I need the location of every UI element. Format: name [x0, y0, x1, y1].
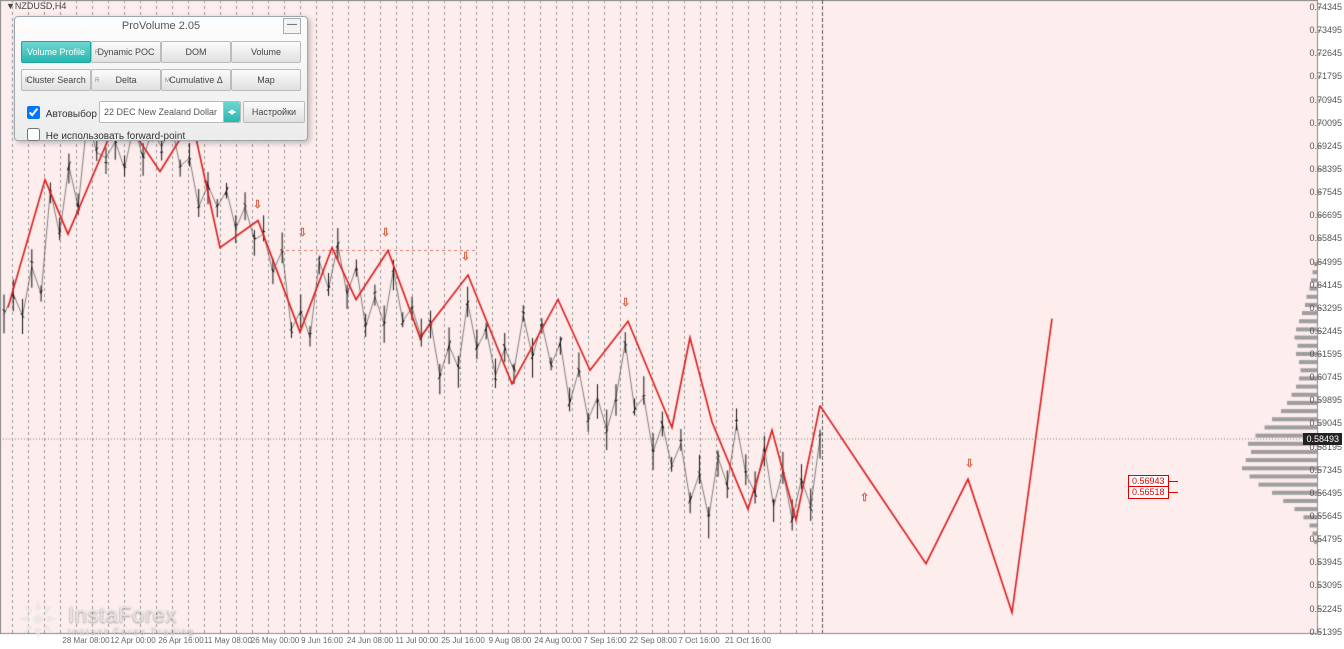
tool-button-volume[interactable]: Volume [231, 41, 301, 63]
ytick-label: 0.74345 [1309, 2, 1342, 12]
watermark-subtitle: Instant Forex Trading [68, 626, 195, 636]
tool-button-volume-profile[interactable]: Volume Profile [21, 41, 91, 63]
tool-button-dom[interactable]: DOM [161, 41, 231, 63]
xtick-label: 24 Jun 08:00 [347, 636, 393, 645]
tool-button-dynamic-po-[interactable]: Dynamic POСR [91, 41, 161, 63]
ytick-label: 0.55645 [1309, 511, 1342, 521]
ytick-label: 0.70945 [1309, 95, 1342, 105]
ytick-label: 0.68395 [1309, 164, 1342, 174]
settings-button[interactable]: Настройки [243, 101, 305, 123]
ytick-label: 0.62445 [1309, 326, 1342, 336]
tool-button-delta[interactable]: DeltaR [91, 69, 161, 91]
down-arrow-icon: ⇩ [381, 226, 391, 238]
down-arrow-icon: ⇩ [298, 226, 308, 238]
tool-button-map[interactable]: Map [231, 69, 301, 91]
ytick-label: 0.66695 [1309, 210, 1342, 220]
settings-button-label: Настройки [252, 107, 296, 117]
down-arrow-icon: ⇩ [461, 250, 471, 262]
xtick-label: 11 May 08:00 [204, 636, 252, 645]
ytick-label: 0.53095 [1309, 580, 1342, 590]
price-callout: 0.56518 [1128, 486, 1169, 499]
ytick-label: 0.59895 [1309, 395, 1342, 405]
ytick-label: 0.65845 [1309, 233, 1342, 243]
instrument-select-value: 22 DEC New Zealand Dollar [104, 107, 217, 117]
xtick-label: 7 Oct 16:00 [678, 636, 719, 645]
ytick-label: 0.70095 [1309, 118, 1342, 128]
ytick-label: 0.73495 [1309, 25, 1342, 35]
provolume-panel[interactable]: ProVolume 2.05 — Автовыбор 22 DEC New Ze… [14, 16, 308, 141]
xtick-label: 7 Sep 16:00 [583, 636, 626, 645]
ytick-label: 0.64145 [1309, 280, 1342, 290]
forward-checkbox-input[interactable] [27, 128, 40, 141]
auto-checkbox-input[interactable] [27, 106, 40, 119]
ytick-label: 0.57345 [1309, 465, 1342, 475]
ytick-label: 0.52245 [1309, 604, 1342, 614]
symbol-label: ▼NZDUSD,H4 [6, 1, 66, 11]
xtick-label: 9 Aug 08:00 [489, 636, 532, 645]
panel-title[interactable]: ProVolume 2.05 [15, 17, 307, 35]
xtick-label: 24 Aug 00:00 [534, 636, 581, 645]
tool-button-cluster-search[interactable]: Cluster SearchB N [21, 69, 91, 91]
forward-checkbox[interactable]: Не использовать forward-point [23, 125, 185, 144]
down-arrow-icon: ⇩ [253, 198, 263, 210]
auto-checkbox-label: Автовыбор [46, 109, 97, 120]
down-arrow-icon: ⇩ [621, 296, 631, 308]
ytick-label: 0.72645 [1309, 48, 1342, 58]
watermark-title: InstaForex [68, 602, 195, 628]
ytick-label: 0.69245 [1309, 141, 1342, 151]
ytick-label: 0.63295 [1309, 303, 1342, 313]
minimize-button[interactable]: — [283, 18, 301, 34]
xtick-label: 21 Oct 16:00 [725, 636, 771, 645]
auto-checkbox[interactable]: Автовыбор [23, 103, 97, 122]
forward-checkbox-label: Не использовать forward-point [46, 131, 185, 142]
chart-container: ▼NZDUSD,H4 0.74345 0.73495 0.72645 0.71795 0… [0, 0, 1344, 649]
xtick-label: 11 Jul 00:00 [396, 636, 439, 645]
xtick-label: 9 Jun 16:00 [301, 636, 343, 645]
ytick-label: 0.67545 [1309, 187, 1342, 197]
ytick-label: 0.54795 [1309, 534, 1342, 544]
tool-button-cumulative-[interactable]: Cumulative ΔM [161, 69, 231, 91]
select-spinner-icon[interactable] [223, 102, 240, 122]
up-arrow-icon: ⇧ [860, 491, 870, 503]
xtick-label: 22 Sep 08:00 [629, 636, 677, 645]
watermark: InstaForex Instant Forex Trading [16, 597, 195, 641]
ytick-label: 0.71795 [1309, 71, 1342, 81]
instrument-select[interactable]: 22 DEC New Zealand Dollar [99, 101, 241, 123]
down-arrow-icon: ⇩ [965, 457, 975, 469]
instaforex-logo-icon [16, 597, 60, 641]
ytick-label: 0.59045 [1309, 418, 1342, 428]
ytick-label: 0.64995 [1309, 257, 1342, 267]
xtick-label: 26 May 00:00 [251, 636, 299, 645]
current-price-label: 0.58493 [1303, 433, 1342, 445]
ytick-label: 0.53945 [1309, 557, 1342, 567]
ytick-label: 0.61595 [1309, 349, 1342, 359]
ytick-label: 0.60745 [1309, 372, 1342, 382]
ytick-label: 0.51395 [1309, 627, 1342, 637]
ytick-label: 0.56495 [1309, 488, 1342, 498]
xtick-label: 25 Jul 16:00 [441, 636, 485, 645]
